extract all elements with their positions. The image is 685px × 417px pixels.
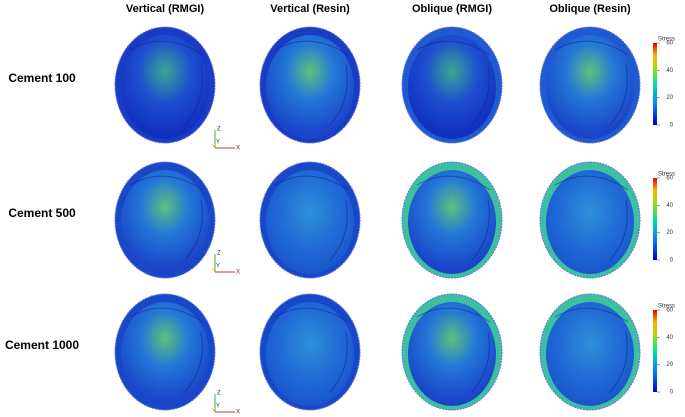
- contour: [609, 331, 628, 393]
- column-header: Oblique (Resin): [549, 3, 631, 15]
- contour: [274, 40, 349, 56]
- contour: [184, 199, 203, 261]
- stress-map: [266, 170, 354, 274]
- contour: [129, 40, 204, 56]
- colorbar: [653, 178, 657, 260]
- contour: [274, 307, 349, 323]
- colorbar-tick-label: 60: [666, 41, 673, 47]
- colorbar-tick-label: 40: [666, 68, 673, 74]
- contour: [471, 199, 490, 261]
- contour: [609, 64, 628, 126]
- contour: [609, 199, 628, 261]
- contour: [471, 331, 490, 393]
- colorbar-tick-label: 40: [666, 335, 673, 341]
- axis-z-label: Z: [217, 391, 221, 397]
- axis-z-label: Z: [217, 251, 221, 257]
- axis-y: [211, 143, 216, 149]
- contour: [471, 64, 490, 126]
- contour: [554, 175, 629, 191]
- colorbar: [653, 310, 657, 392]
- axis-y-label: Y: [216, 140, 220, 146]
- colorbar-title: Stress: [658, 172, 675, 178]
- colorbar-tick-label: 20: [666, 230, 673, 236]
- colorbar-tick-label: 20: [666, 95, 673, 101]
- contour: [416, 307, 491, 323]
- row-label: Cement 100: [8, 71, 76, 85]
- contour: [329, 199, 348, 261]
- colorbar-tick-label: 60: [666, 308, 673, 314]
- contour: [129, 307, 204, 323]
- axis-x-label: X: [236, 146, 240, 152]
- stress-map: [266, 35, 354, 139]
- colorbar-title: Stress: [658, 304, 675, 310]
- column-header: Oblique (RMGI): [412, 3, 492, 15]
- axis-x-label: X: [236, 270, 240, 276]
- contour: [184, 331, 203, 393]
- colorbar-tick-label: 60: [666, 176, 673, 182]
- stress-map: [546, 170, 634, 274]
- contour: [329, 64, 348, 126]
- colorbar-tick-label: 40: [666, 203, 673, 209]
- colorbar-tick-label: 0: [670, 390, 674, 396]
- contour: [274, 175, 349, 191]
- stress-map: [408, 170, 496, 274]
- axis-y-label: Y: [216, 404, 220, 410]
- contour: [554, 307, 629, 323]
- column-header: Vertical (RMGI): [126, 3, 205, 15]
- axis-x-label: X: [236, 410, 240, 416]
- column-header: Vertical (Resin): [270, 3, 350, 15]
- axis-y: [211, 407, 216, 413]
- contour: [554, 40, 629, 56]
- axis-y-label: Y: [216, 264, 220, 270]
- colorbar-tick-label: 0: [670, 123, 674, 129]
- stress-map: [121, 35, 209, 139]
- contour: [184, 64, 203, 126]
- stress-map: [408, 302, 496, 406]
- stress-map: [408, 35, 496, 139]
- stress-map: [546, 35, 634, 139]
- colorbar-title: Stress: [658, 37, 675, 43]
- contour: [416, 40, 491, 56]
- axis-y: [211, 267, 216, 273]
- stress-map: [266, 302, 354, 406]
- contour: [129, 175, 204, 191]
- axis-z-label: Z: [217, 127, 221, 133]
- colorbar-tick-label: 20: [666, 362, 673, 368]
- stress-map: [121, 302, 209, 406]
- stress-map: [546, 302, 634, 406]
- contour: [329, 331, 348, 393]
- row-label: Cement 1000: [5, 338, 79, 352]
- row-label: Cement 500: [8, 206, 76, 220]
- stress-map: [121, 170, 209, 274]
- colorbar: [653, 43, 657, 125]
- contour: [416, 175, 491, 191]
- colorbar-tick-label: 0: [670, 258, 674, 264]
